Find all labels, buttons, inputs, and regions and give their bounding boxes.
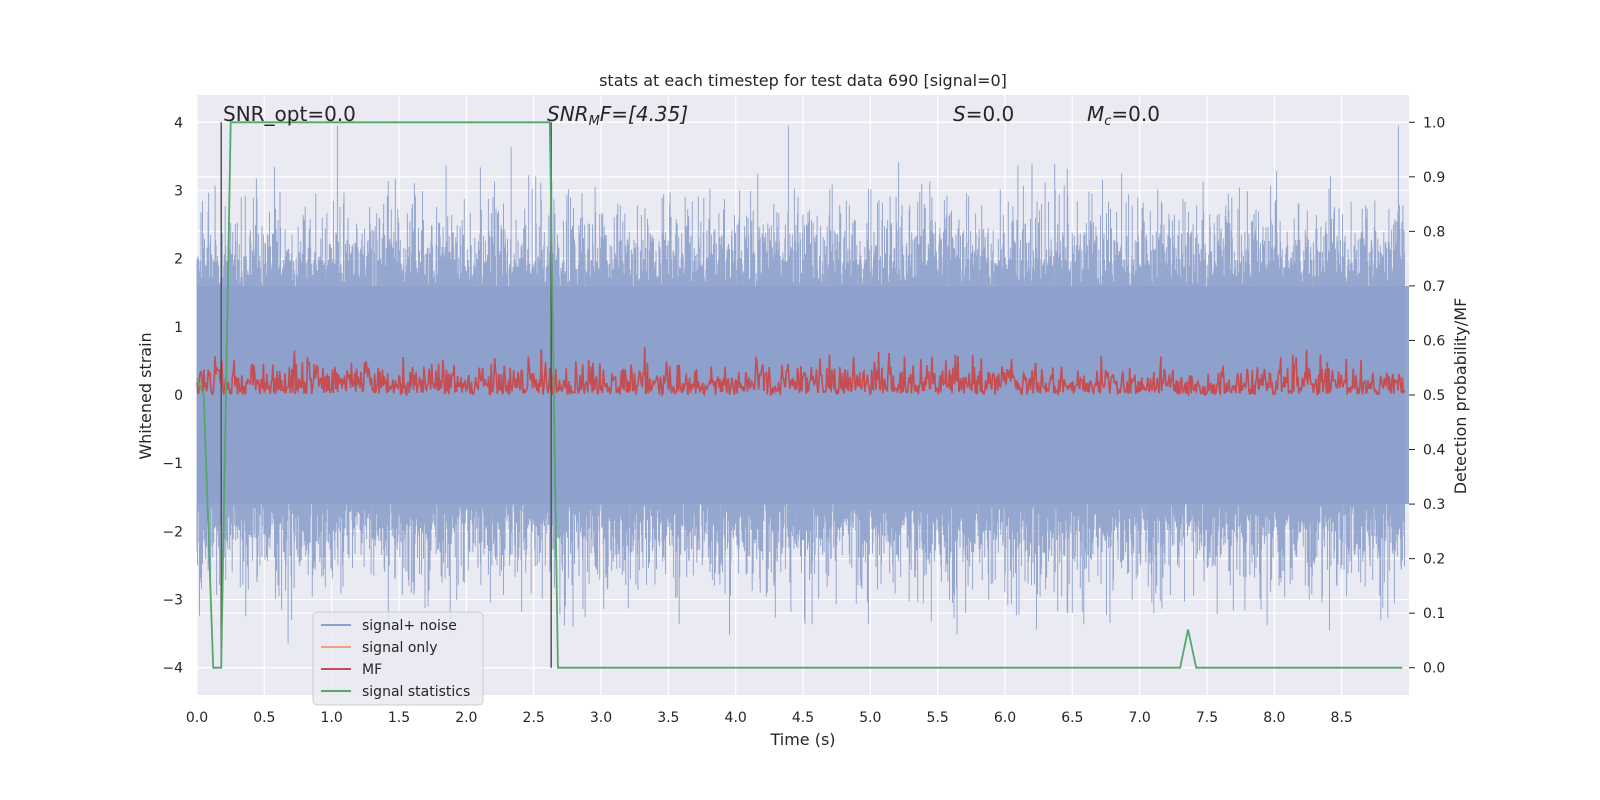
legend-label-signal-statistics: signal statistics bbox=[362, 684, 470, 700]
x-tick-label: 1.0 bbox=[321, 710, 343, 726]
x-tick-label: 7.0 bbox=[1129, 710, 1151, 726]
y-right-tick-label: 0.5 bbox=[1423, 388, 1445, 404]
y-right-tick-label: 0.7 bbox=[1423, 279, 1445, 295]
annotation-s: S=0.0 bbox=[953, 102, 1014, 126]
x-tick-label: 8.0 bbox=[1263, 710, 1285, 726]
y-right-tick-label: 0.9 bbox=[1423, 170, 1445, 186]
mf-line bbox=[196, 347, 1406, 398]
annotation-s-rest: =0.0 bbox=[966, 102, 1015, 126]
annotation-snr-mf-rest: F=[4.35] bbox=[600, 102, 688, 126]
x-tick-label: 1.5 bbox=[388, 710, 410, 726]
y-axis-right-label: Detection probability/MF bbox=[1451, 298, 1470, 495]
y-right-tick-label: 0.6 bbox=[1423, 333, 1445, 349]
annotation-snr-mf-sub: M bbox=[589, 114, 600, 129]
y-tick-label: 4 bbox=[174, 115, 183, 131]
legend-label-mf: MF bbox=[362, 662, 382, 678]
y-tick-label: −1 bbox=[162, 456, 183, 472]
annotation-s-main: S bbox=[953, 102, 966, 126]
annotation-mc-sub: c bbox=[1104, 114, 1111, 129]
y-right-tick-label: 0.4 bbox=[1423, 443, 1445, 459]
x-tick-label: 5.0 bbox=[859, 710, 881, 726]
y-tick-label: 1 bbox=[174, 320, 183, 336]
x-axis-ticks: 0.0 0.5 1.0 1.5 2.0 2.5 3.0 3.5 4.0 4.5 5.0 5.5 6.0 6… bbox=[186, 710, 1353, 726]
x-tick-label: 6.5 bbox=[1061, 710, 1083, 726]
x-tick-label: 0.5 bbox=[253, 710, 275, 726]
x-tick-label: 5.5 bbox=[927, 710, 949, 726]
legend: signal+ noise signal only MF signal stat… bbox=[312, 611, 484, 706]
y-tick-label: 3 bbox=[174, 183, 183, 199]
x-tick-label: 4.0 bbox=[725, 710, 747, 726]
y-tick-label: −4 bbox=[162, 661, 183, 677]
legend-label-signal-noise: signal+ noise bbox=[362, 618, 457, 634]
annotation-snr-opt: SNR_opt=0.0 bbox=[223, 102, 356, 126]
annotation-mc-main: M bbox=[1087, 102, 1104, 126]
noise-spikes bbox=[196, 125, 1405, 644]
annotation-snr-mf: SNRMF=[4.35] bbox=[547, 102, 688, 129]
y-axis-label: Whitened strain bbox=[136, 332, 155, 459]
y-right-tick-label: 1.0 bbox=[1423, 115, 1445, 131]
x-tick-label: 3.5 bbox=[657, 710, 679, 726]
y-axis-ticks: −4 −3 −2 −1 0 1 2 3 4 bbox=[162, 115, 183, 676]
signal-statistics-line bbox=[196, 121, 1403, 669]
y-tick-label: 2 bbox=[174, 252, 183, 268]
annotation-snr-mf-main: SNR bbox=[547, 102, 589, 126]
chart-title: stats at each timestep for test data 690… bbox=[599, 71, 1007, 90]
y-tick-label: −3 bbox=[162, 593, 183, 609]
y-axis-right-ticks: 0.0 0.1 0.2 0.3 0.4 0.5 0.6 0.7 0.8 0.9 1.0 bbox=[1409, 115, 1445, 677]
y-right-tick-label: 0.8 bbox=[1423, 224, 1445, 240]
y-right-tick-label: 0.0 bbox=[1423, 661, 1445, 677]
mf-series bbox=[196, 347, 1406, 398]
y-tick-label: 0 bbox=[174, 388, 183, 404]
legend-box bbox=[312, 611, 484, 706]
y-tick-label: −2 bbox=[162, 524, 183, 540]
x-tick-label: 2.5 bbox=[523, 710, 545, 726]
x-tick-label: 4.5 bbox=[792, 710, 814, 726]
x-tick-label: 2.0 bbox=[455, 710, 477, 726]
y-right-tick-label: 0.1 bbox=[1423, 606, 1445, 622]
x-tick-label: 3.0 bbox=[590, 710, 612, 726]
x-tick-label: 7.5 bbox=[1196, 710, 1218, 726]
y-right-tick-label: 0.2 bbox=[1423, 552, 1445, 568]
annotation-mc-rest: =0.0 bbox=[1111, 102, 1160, 126]
x-tick-label: 8.5 bbox=[1331, 710, 1353, 726]
y-right-tick-label: 0.3 bbox=[1423, 497, 1445, 513]
annotation-mc: Mc=0.0 bbox=[1087, 102, 1160, 129]
x-tick-label: 0.0 bbox=[186, 710, 208, 726]
signal-statistics-series bbox=[196, 121, 1403, 669]
x-tick-label: 6.0 bbox=[994, 710, 1016, 726]
x-axis-label: Time (s) bbox=[769, 730, 835, 749]
legend-label-signal-only: signal only bbox=[362, 640, 437, 656]
signal-noise-series bbox=[196, 125, 1409, 644]
